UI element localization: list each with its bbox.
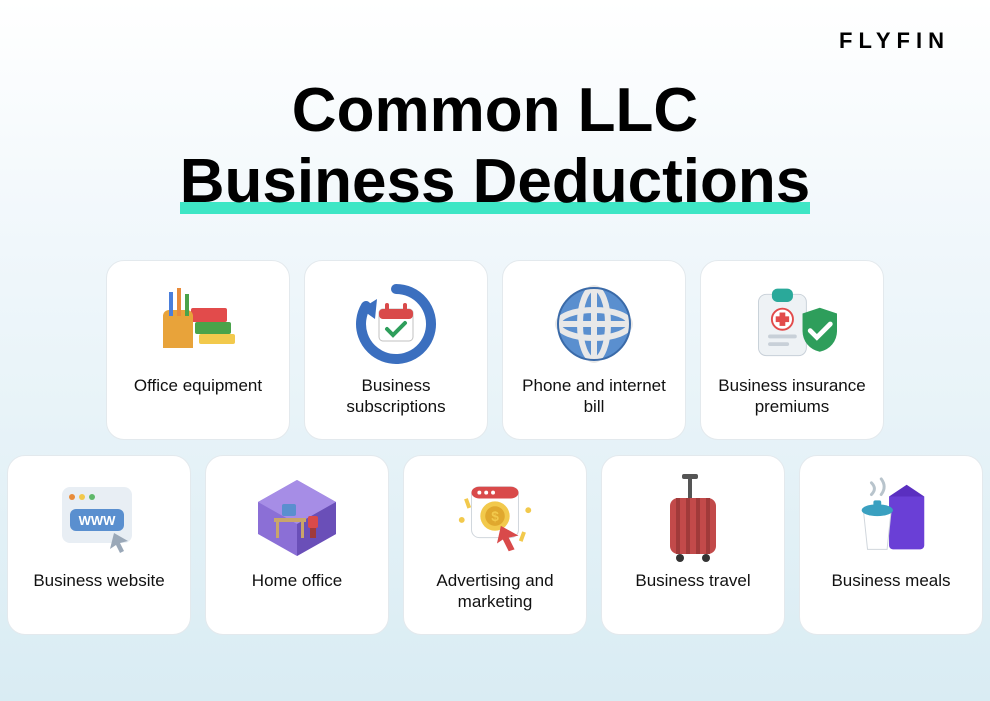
card-meals: Business meals (799, 455, 983, 635)
card-label: Phone and internet bill (515, 375, 673, 418)
title-line-2: Business Deductions (180, 146, 810, 217)
card-label: Business meals (831, 570, 950, 591)
card-marketing: $ Advertising and marketing (403, 455, 587, 635)
svg-text:WWW: WWW (79, 513, 117, 528)
home-office-icon (252, 474, 342, 564)
card-home-office: Home office (205, 455, 389, 635)
insurance-icon (747, 279, 837, 369)
subscriptions-icon (351, 279, 441, 369)
card-label: Office equipment (134, 375, 262, 396)
website-icon: WWW (54, 474, 144, 564)
card-subscriptions: Business subscriptions (304, 260, 488, 440)
card-label: Business insurance premiums (713, 375, 871, 418)
card-label: Advertising and marketing (416, 570, 574, 613)
card-row-1: Office equipment Business subscriptions (0, 260, 990, 440)
meals-icon (846, 474, 936, 564)
card-label: Business subscriptions (317, 375, 475, 418)
card-website: WWW Business website (7, 455, 191, 635)
globe-icon (549, 279, 639, 369)
brand-logo: FLYFIN (839, 28, 950, 54)
card-label: Business travel (635, 570, 750, 591)
card-label: Business website (33, 570, 164, 591)
svg-text:$: $ (491, 509, 499, 524)
travel-icon (648, 474, 738, 564)
office-equipment-icon (153, 279, 243, 369)
marketing-icon: $ (450, 474, 540, 564)
title-line-1: Common LLC (292, 75, 698, 146)
card-row-2: WWW Business website Home office (0, 455, 990, 635)
card-office-equipment: Office equipment (106, 260, 290, 440)
card-label: Home office (252, 570, 342, 591)
card-phone-internet: Phone and internet bill (502, 260, 686, 440)
card-insurance: Business insurance premiums (700, 260, 884, 440)
card-travel: Business travel (601, 455, 785, 635)
